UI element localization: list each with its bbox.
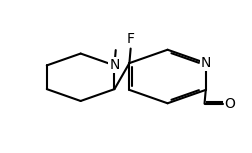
- Text: O: O: [225, 97, 236, 111]
- Text: N: N: [109, 58, 120, 72]
- Text: N: N: [201, 56, 211, 70]
- Text: F: F: [127, 32, 135, 46]
